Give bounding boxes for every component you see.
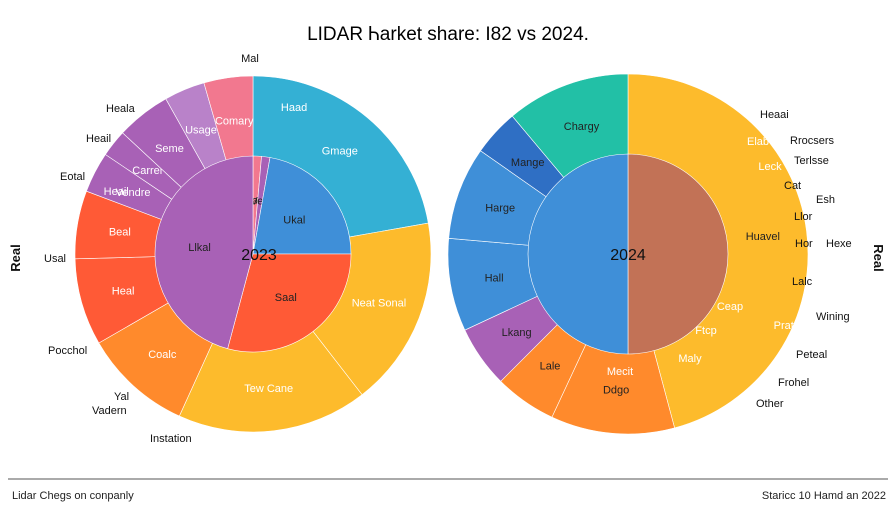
outer-2023-label-seme: Seme [155, 143, 184, 155]
inner-2023-label-ukal: Ukal [283, 214, 305, 226]
outer-2024-label-mange: Mange [511, 157, 545, 169]
outer-label-2023-eotal: Eotal [60, 171, 85, 183]
outer-2024-label-huavel: Huavel [746, 231, 780, 243]
inner-2023-slice-ukal [252, 157, 352, 255]
left-side-label: Real [8, 244, 23, 271]
outer-label-2024-lalc: Lalc [792, 276, 813, 288]
outer-2023-sublabel-haad: Haad [281, 102, 307, 114]
outer-label-2024-esh: Esh [816, 194, 835, 206]
inner-2024-slice-brown [627, 153, 729, 355]
outer-2023-label-coalc: Coalc [148, 349, 177, 361]
footer-left-text: Lidar Chegs on conpanly [12, 490, 134, 502]
outer-2024-label-lkang: Lkang [502, 327, 532, 339]
center-label-2023: 2023 [241, 247, 277, 264]
chart-title: LIDAR Ꮒarket share: I82 vs 2024. [307, 24, 589, 45]
outer-2024-label-lale: Lale [540, 360, 561, 372]
outer-2023-label-heal: Heal [112, 286, 135, 298]
outer-label-2024-wining: Wining [816, 311, 850, 323]
outer-label-2023-usal: Usal [44, 253, 66, 265]
inner-2023-label-saal: Saal [275, 292, 297, 304]
outer-label-2023-pocchol: Pocchol [48, 345, 87, 357]
pie-2023: Gmage Haad Neat Sonal Tew Cane Coalc Heal Beal… [44, 53, 432, 445]
outer-2024-label-hall: Hall [485, 273, 504, 285]
outer-2023-label-gmage: Gmage [322, 146, 358, 158]
inner-text-2024-mecit: Mecit [607, 366, 633, 378]
inner-text-2024-elab: Elab [747, 136, 769, 148]
inner-text-2024-pratct: Pratct [774, 320, 803, 332]
inner-text-2024-leck: Leck [758, 161, 782, 173]
footer-right-text: Staricc 10 Hamd an 2022 [762, 490, 886, 502]
inner-text-2024-maly: Maly [678, 353, 702, 365]
outer-2023-label-usage: Usage [185, 124, 217, 136]
outer-label-2024-hor: Hor [795, 238, 813, 250]
outer-label-2024-heaai: Heaai [760, 109, 789, 121]
outer-2024-label-chargy: Chargy [564, 121, 600, 133]
inner-text-2024-ceap: Ceap [717, 301, 743, 313]
outer-label-2023-instation: Instation [150, 433, 192, 445]
outer-2023-sublabel-heail: Heail [104, 186, 129, 198]
outer-label-2024-hexe: Hexe [826, 238, 852, 250]
outer-label-2024-rrocsers: Rrocsers [790, 135, 835, 147]
center-label-2024: 2024 [610, 247, 646, 264]
outer-2024-label-ddgo: Ddgo [603, 384, 629, 396]
outer-label-2024-cat: Cat [784, 180, 801, 192]
outer-label-2024-llor: Llor [794, 211, 813, 223]
outer-label-2023-heala: Heala [106, 103, 136, 115]
outer-label-2023-yal: Yal [114, 391, 129, 403]
outer-label-2023-heail: Heail [86, 133, 111, 145]
inner-2023-slice-saal [227, 253, 352, 353]
right-side-label: Real [871, 244, 886, 271]
inner-2023-label-llkal: Llkal [188, 242, 211, 254]
outer-2023-label-comary: Comary [215, 115, 254, 127]
outer-label-2023-mal: Mal [241, 53, 259, 65]
inner-2023-slice-llkal [154, 155, 254, 350]
outer-label-2024-terlsse: Terlsse [794, 155, 829, 167]
inner-text-2024-ftcp: Ftcp [695, 325, 716, 337]
outer-label-2024-peteal: Peteal [796, 349, 827, 361]
outer-2023-label-tew-cane: Tew Cane [244, 383, 293, 395]
pie-2024: Huavel Ddgo Lale Lkang Hall Harge Mange Chargy 2… [447, 73, 852, 435]
outer-2024-label-harge: Harge [485, 202, 515, 214]
outer-2023-label-vendre: Vendre [116, 187, 151, 199]
inner-2024-slice-blue [527, 153, 629, 355]
outer-label-2024-other: Other [756, 398, 784, 410]
outer-label-2024-frohel: Frohel [778, 377, 809, 389]
outer-2023-label-carrel: Carrel [132, 165, 162, 177]
outer-2023-label-neat-sonal: Neat Sonal [352, 298, 406, 310]
outer-2023-label-beal: Beal [109, 227, 131, 239]
outer-label-2023-vadern: Vadern [92, 405, 127, 417]
